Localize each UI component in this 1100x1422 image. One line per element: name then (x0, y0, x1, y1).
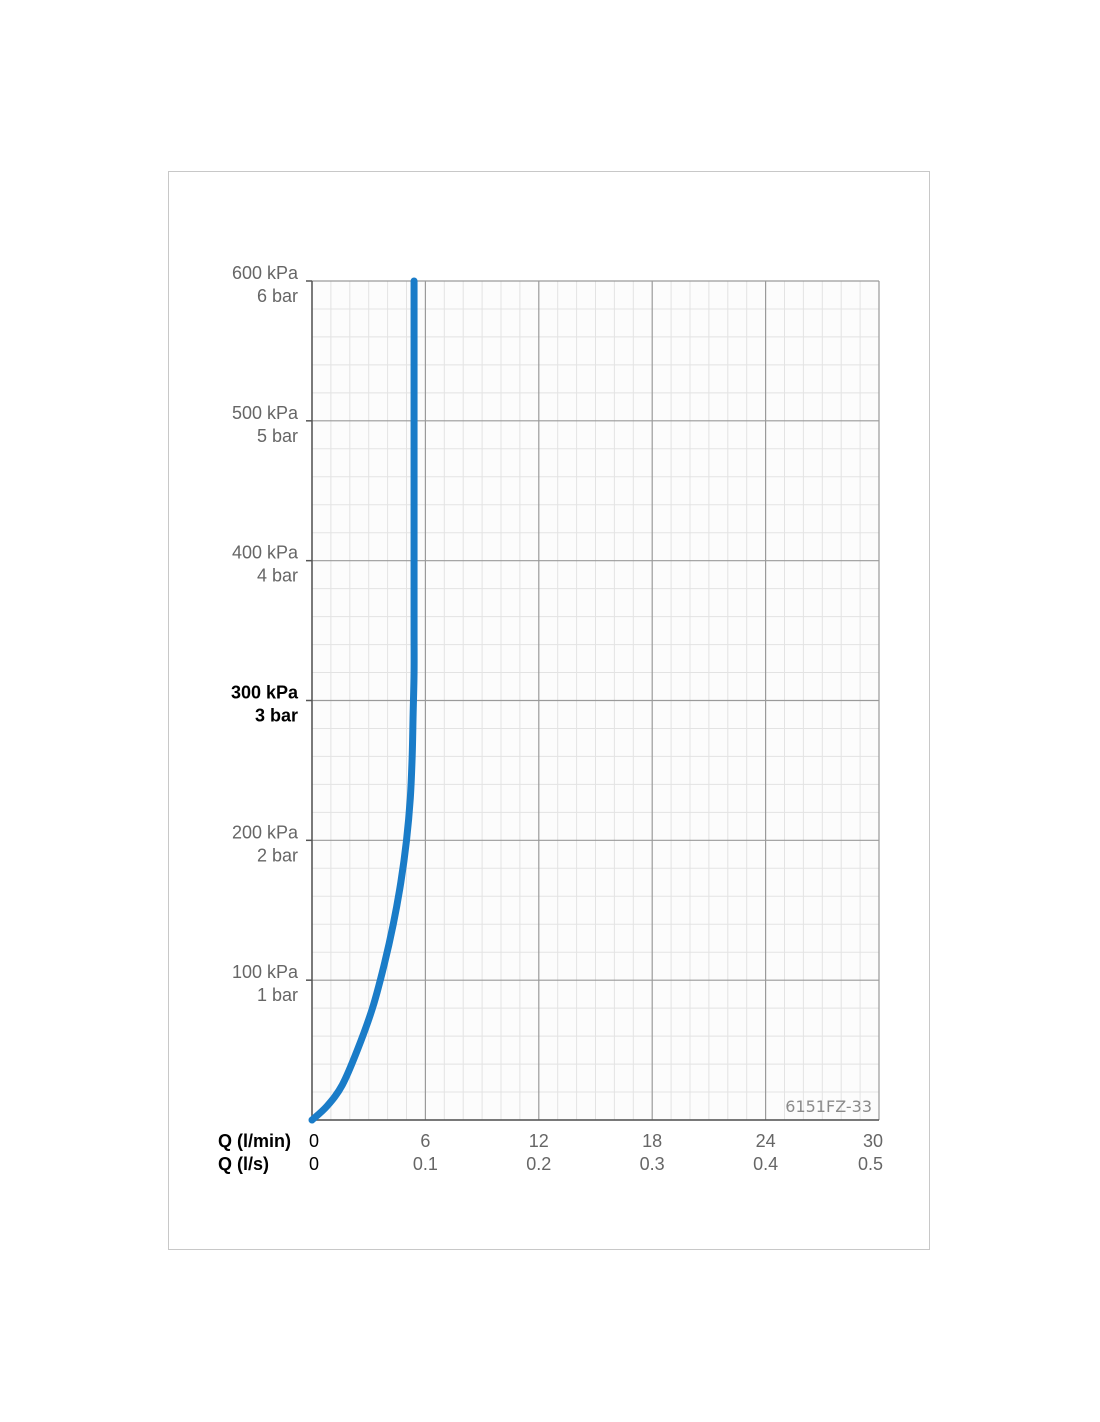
x-axis-label-secondary: Q (l/s) (218, 1154, 269, 1174)
x-axis-ticks: 0 0 6 0.1 12 0.2 18 0.3 24 0.4 30 0.5 (309, 1131, 883, 1174)
x-tick-label-primary: 6 (420, 1131, 430, 1151)
x-tick-label-primary: 30 (863, 1131, 883, 1151)
x-tick-label-primary: 24 (756, 1131, 776, 1151)
figure-code-label: 6151FZ-33 (785, 1097, 872, 1116)
y-tick-label-bar: 6 bar (257, 286, 298, 306)
y-tick-label-bar: 1 bar (257, 985, 298, 1005)
x-tick-label-secondary: 0.3 (640, 1154, 665, 1174)
y-tick-label-kpa: 600 kPa (232, 263, 299, 283)
x-tick-label-secondary: 0 (309, 1154, 319, 1174)
y-tick-label-kpa: 300 kPa (231, 683, 299, 703)
x-tick-label-primary: 18 (642, 1131, 662, 1151)
y-tick-label-bar: 4 bar (257, 566, 298, 586)
y-tick-label-kpa: 500 kPa (232, 403, 299, 423)
x-tick-label-primary: 0 (309, 1131, 319, 1151)
x-axis-label-primary: Q (l/min) (218, 1131, 291, 1151)
y-tick-label-bar: 2 bar (257, 845, 298, 865)
series-line (308, 277, 418, 1124)
x-tick-label-secondary: 0.5 (858, 1154, 883, 1174)
y-tick-label-bar: 3 bar (255, 706, 298, 726)
y-tick-label-kpa: 200 kPa (232, 822, 299, 842)
x-tick-label-secondary: 0.2 (526, 1154, 551, 1174)
x-tick-label-primary: 12 (529, 1131, 549, 1151)
y-tick-label-kpa: 100 kPa (232, 962, 299, 982)
y-tick-label-kpa: 400 kPa (232, 543, 299, 563)
x-tick-label-secondary: 0.4 (753, 1154, 778, 1174)
y-tick-label-bar: 5 bar (257, 426, 298, 446)
x-tick-label-secondary: 0.1 (413, 1154, 438, 1174)
y-axis-ticks: 100 kPa 1 bar 200 kPa 2 bar 300 kPa 3 bar 400 … (231, 263, 312, 1005)
